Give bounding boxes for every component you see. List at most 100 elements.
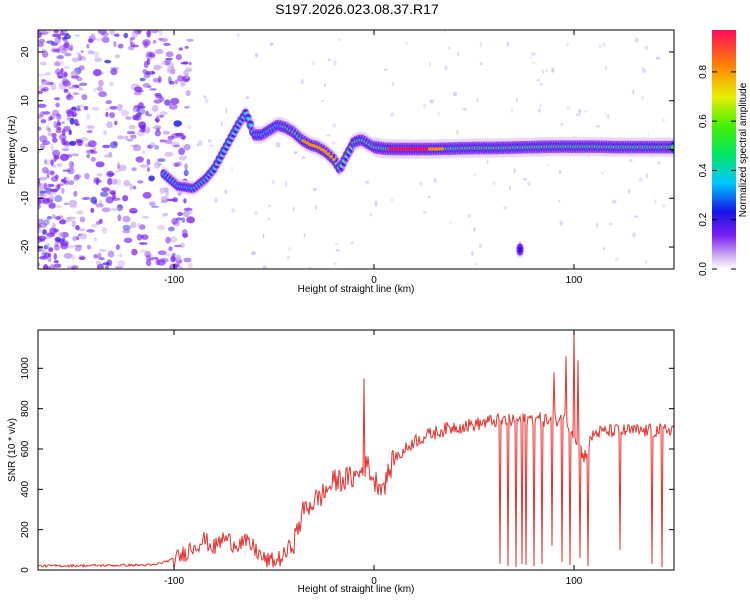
noise-blob — [86, 130, 93, 134]
noise-blob — [68, 160, 75, 168]
noise-blob — [47, 132, 53, 136]
noise-blob — [55, 237, 61, 242]
noise-blob — [47, 183, 55, 188]
noise-blob — [178, 265, 183, 269]
noise-blob — [129, 39, 133, 45]
noise-blob — [163, 213, 169, 216]
noise-blob — [335, 242, 339, 245]
noise-blob — [87, 140, 97, 148]
noise-blob — [150, 257, 159, 260]
noise-blob — [55, 124, 60, 128]
noise-blob — [69, 141, 77, 146]
noise-blob — [81, 196, 91, 201]
noise-blob — [173, 162, 180, 168]
noise-blob — [67, 92, 72, 99]
noise-blob — [38, 90, 44, 94]
noise-blob — [176, 161, 182, 167]
noise-blob — [66, 265, 73, 269]
noise-blob — [101, 36, 110, 43]
noise-blob — [475, 263, 478, 266]
x-tick-label: -100 — [164, 275, 184, 286]
noise-blob — [170, 141, 180, 148]
noise-blob — [602, 42, 606, 48]
noise-blob — [74, 244, 82, 248]
noise-blob — [116, 162, 121, 170]
noise-blob — [123, 237, 133, 243]
noise-blob — [54, 241, 59, 247]
noise-blob — [106, 121, 113, 129]
noise-blob — [99, 191, 109, 197]
noise-blob — [130, 221, 137, 229]
noise-blob — [44, 252, 51, 258]
noise-blob — [128, 45, 135, 51]
noise-blob — [575, 113, 581, 117]
noise-blob — [126, 138, 133, 142]
snr-frame — [37, 329, 675, 571]
snr-background — [38, 330, 674, 570]
noise-blob — [117, 43, 124, 49]
noise-blob — [449, 220, 452, 225]
noise-blob — [467, 214, 471, 218]
noise-blob — [56, 126, 62, 131]
noise-blob — [224, 189, 228, 194]
noise-blob — [60, 242, 69, 250]
noise-blob — [117, 164, 127, 172]
noise-blob — [48, 247, 54, 253]
noise-blob — [83, 105, 89, 111]
noise-blob — [42, 30, 47, 34]
noise-blob — [486, 160, 489, 164]
noise-blob — [130, 134, 137, 139]
noise-blob — [136, 222, 142, 228]
noise-blob — [166, 198, 176, 202]
noise-blob — [91, 106, 100, 111]
noise-blob — [145, 110, 149, 116]
noise-blob — [456, 51, 460, 57]
noise-blob — [596, 222, 599, 228]
noise-blob — [76, 236, 80, 241]
noise-blob — [288, 246, 291, 252]
noise-blob — [559, 220, 563, 226]
noise-blob — [43, 219, 50, 226]
noise-blob — [66, 245, 75, 249]
noise-blob — [105, 196, 114, 204]
noise-blob — [174, 79, 179, 85]
noise-blob — [51, 214, 56, 219]
ridge-peak — [308, 143, 312, 147]
noise-blob — [68, 180, 75, 186]
noise-blob — [38, 38, 46, 44]
noise-blob — [157, 37, 163, 41]
noise-blob — [170, 97, 180, 105]
noise-blob — [169, 263, 178, 269]
noise-blob — [178, 147, 186, 155]
noise-blob — [262, 233, 265, 239]
noise-blob — [294, 151, 298, 155]
noise-blob — [196, 143, 200, 147]
noise-blob — [105, 111, 109, 117]
noise-blob — [184, 156, 187, 159]
ridge-peak — [302, 139, 306, 143]
noise-blob — [112, 193, 116, 200]
noise-blob — [301, 78, 304, 85]
ridge-peak — [326, 152, 330, 156]
noise-blob — [120, 109, 130, 117]
noise-blob — [172, 253, 176, 256]
noise-blob — [473, 227, 476, 232]
noise-blob — [56, 205, 63, 209]
noise-blob — [64, 145, 70, 148]
noise-blob — [165, 236, 171, 244]
noise-blob — [38, 149, 42, 154]
noise-blob — [117, 260, 126, 267]
noise-blob — [220, 121, 223, 127]
noise-blob — [164, 151, 174, 157]
noise-blob — [61, 121, 65, 125]
snr-y-label: SNR (10 * v/v) — [7, 418, 18, 482]
noise-blob — [56, 48, 61, 54]
noise-blob — [236, 32, 240, 38]
noise-blob — [546, 163, 549, 167]
noise-blob — [406, 41, 408, 45]
noise-blob — [68, 97, 74, 100]
noise-blob — [611, 199, 617, 204]
noise-blob — [53, 263, 62, 268]
noise-blob — [427, 196, 431, 198]
noise-blob — [370, 213, 372, 217]
